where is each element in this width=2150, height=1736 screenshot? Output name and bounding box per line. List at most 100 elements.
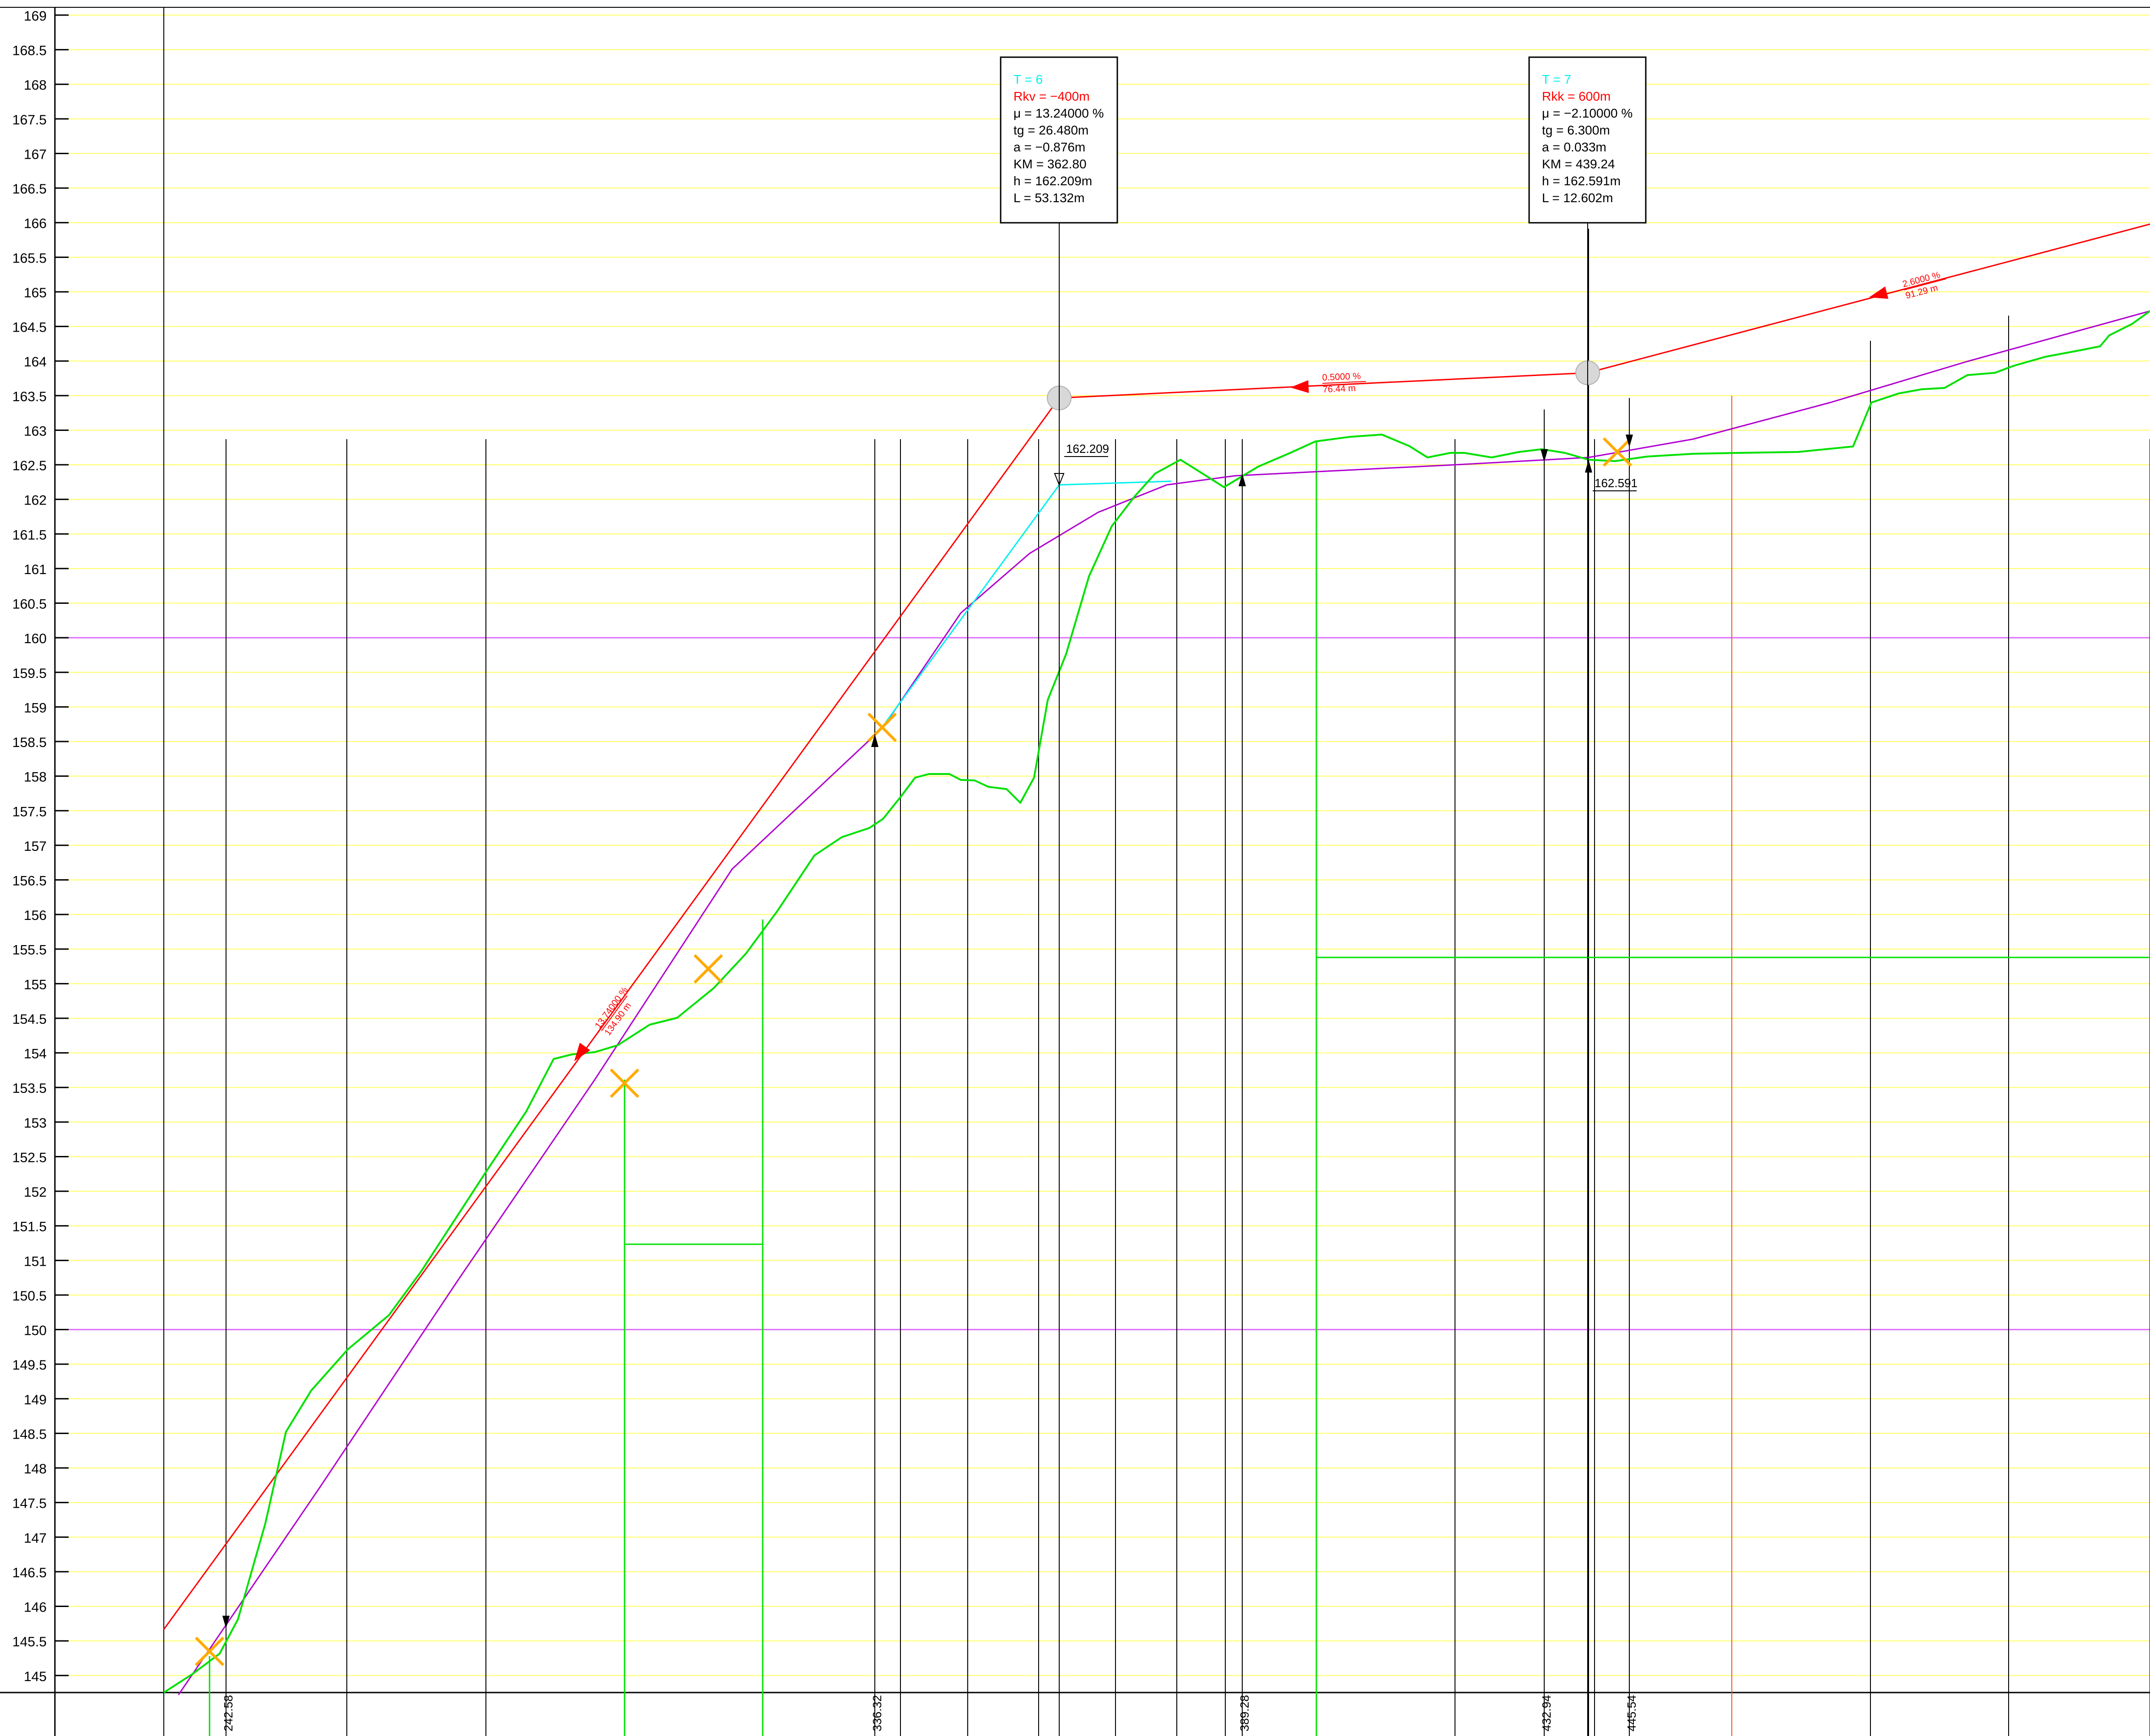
elevation-tick-label: 159 [24, 700, 47, 715]
station-label: 336.32 [870, 1695, 884, 1731]
cross-marker [194, 1636, 225, 1666]
station-label: 432.94 [1540, 1695, 1553, 1731]
profile-marks [194, 286, 1889, 1666]
profile-lines [163, 223, 2150, 1695]
station-label: 389.28 [1238, 1695, 1251, 1731]
elevation-tick-label: 161 [24, 562, 47, 577]
terrain-profile-line [163, 310, 2150, 1693]
cross-marker [609, 1068, 640, 1098]
station-label: 242.58 [221, 1695, 235, 1731]
curve-a: a = −0.876m [1013, 140, 1085, 154]
elevation-axis: 169 168.5 168 167.5 167 166.5 166 165.5 165 164.5… [0, 7, 2150, 1736]
elevation-tick-label: 151.5 [12, 1220, 47, 1235]
elevation-tick-label: 148 [24, 1462, 47, 1477]
elevation-tick-label: 162.5 [12, 458, 47, 473]
elevation-tick-label: 167.5 [12, 113, 47, 128]
grade-separator [601, 995, 628, 1032]
grade-line [163, 223, 2150, 1630]
elevation-tick-label: 146 [24, 1600, 47, 1615]
elevation-tick-label: 145.5 [12, 1634, 47, 1650]
elevation-gridlines [55, 15, 2150, 1676]
elevation-tick-label: 153.5 [12, 1081, 47, 1096]
elevation-tick-label: 151 [24, 1254, 47, 1269]
elevation-tick-label: 163 [24, 424, 47, 439]
curve-info-box: T = 7 Rkk = 600m μ = −2.10000 % tg = 6.300m… [1528, 56, 1647, 1736]
elevation-arrow-head [1626, 435, 1633, 447]
elevation-tick-label: 155 [24, 977, 47, 992]
elevation-arrow-head [222, 1616, 230, 1629]
elevation-tick-label: 166 [24, 216, 47, 231]
cross-marker [1602, 437, 1633, 467]
elevation-tick-label: 165.5 [12, 251, 47, 266]
elevation-tick-label: 153 [24, 1116, 47, 1131]
elevation-tick-label: 156.5 [12, 874, 47, 889]
elevation-tick-label: 148.5 [12, 1427, 47, 1442]
curve-km: KM = 439.24 [1542, 157, 1615, 171]
grade-separator [1904, 278, 1946, 290]
elevation-tick-label: 156 [24, 908, 47, 923]
curve-tg: tg = 26.480m [1013, 123, 1088, 137]
grade-length: 76.44 m [1322, 383, 1356, 395]
elevation-arrow-head [1585, 460, 1592, 473]
elevation-tick-label: 164 [24, 355, 47, 370]
height-label: 162.591 [1595, 476, 1638, 490]
elevation-tick-label: 150 [24, 1323, 47, 1338]
curve-t: T = 6 [1013, 72, 1043, 86]
elevation-tick-label: 163.5 [12, 389, 47, 404]
curve-r: Rkk = 600m [1542, 89, 1611, 103]
elevation-tick-label: 152.5 [12, 1150, 47, 1165]
elevation-tick-label: 158.5 [12, 735, 47, 750]
grade-arrow [1869, 286, 1889, 299]
elevation-tick-label: 155.5 [12, 943, 47, 958]
elevation-tick-label: 159.5 [12, 666, 47, 681]
height-label: 162.209 [1066, 442, 1109, 456]
elevation-tick-label: 168.5 [12, 43, 47, 59]
elevation-tick-label: 157 [24, 839, 47, 854]
elevation-tick-label: 157.5 [12, 804, 47, 819]
cross-marker [693, 954, 723, 984]
grade-percent: 0.5000 % [1322, 371, 1361, 383]
elevation-tick-label: 147 [24, 1531, 47, 1546]
station-label: 445.54 [1625, 1695, 1638, 1731]
curve-t: T = 7 [1542, 72, 1571, 86]
elevation-tick-label: 152 [24, 1185, 47, 1200]
elevation-tick-label: 166.5 [12, 182, 47, 197]
curve-info-box: T = 6 Rkv = −400m μ = 13.24000 % tg = 26.48… [1000, 56, 1118, 1736]
curve-box-frame [1000, 56, 1118, 224]
grade-label: 0.5000 %76.44 m [1322, 371, 1366, 395]
elevation-tick-label: 150.5 [12, 1289, 47, 1304]
elevation-tick-label: 145 [24, 1669, 47, 1684]
curve-tg: tg = 6.300m [1542, 123, 1610, 137]
elevation-tick-label: 169 [24, 9, 47, 24]
elevation-arrow-head [1239, 473, 1246, 486]
elevation-tick-label: 165 [24, 285, 47, 301]
elevation-tick-label: 149.5 [12, 1358, 47, 1373]
curve-a: a = 0.033m [1542, 140, 1606, 154]
elevation-tick-label: 147.5 [12, 1496, 47, 1511]
curve-h: h = 162.591m [1542, 174, 1621, 188]
elevation-arrow-head [1541, 449, 1548, 462]
curve-km: KM = 362.80 [1013, 157, 1087, 171]
curve-mu: μ = 13.24000 % [1013, 106, 1104, 120]
elevation-tick-label: 167 [24, 147, 47, 162]
elevation-tick-label: 160 [24, 631, 47, 646]
grade-separator [1322, 381, 1366, 384]
curve-h: h = 162.209m [1013, 174, 1092, 188]
elevation-tick-label: 160.5 [12, 597, 47, 612]
elevation-tick-label: 158 [24, 770, 47, 785]
cross-marker [867, 712, 897, 742]
curve-l: L = 12.602m [1542, 191, 1613, 205]
elevation-tick-label: 154.5 [12, 1012, 47, 1027]
elevation-arrow-head [871, 734, 878, 747]
curve-mu: μ = −2.10000 % [1542, 106, 1633, 120]
elevation-tick-label: 154 [24, 1047, 47, 1062]
elevation-tick-label: 161.5 [12, 527, 47, 543]
elevation-tick-label: 146.5 [12, 1565, 47, 1580]
elevation-tick-label: 162 [24, 493, 47, 508]
elevation-tick-label: 168 [24, 78, 47, 93]
elevation-tick-label: 164.5 [12, 320, 47, 335]
elevation-tick-label: 149 [24, 1392, 47, 1408]
